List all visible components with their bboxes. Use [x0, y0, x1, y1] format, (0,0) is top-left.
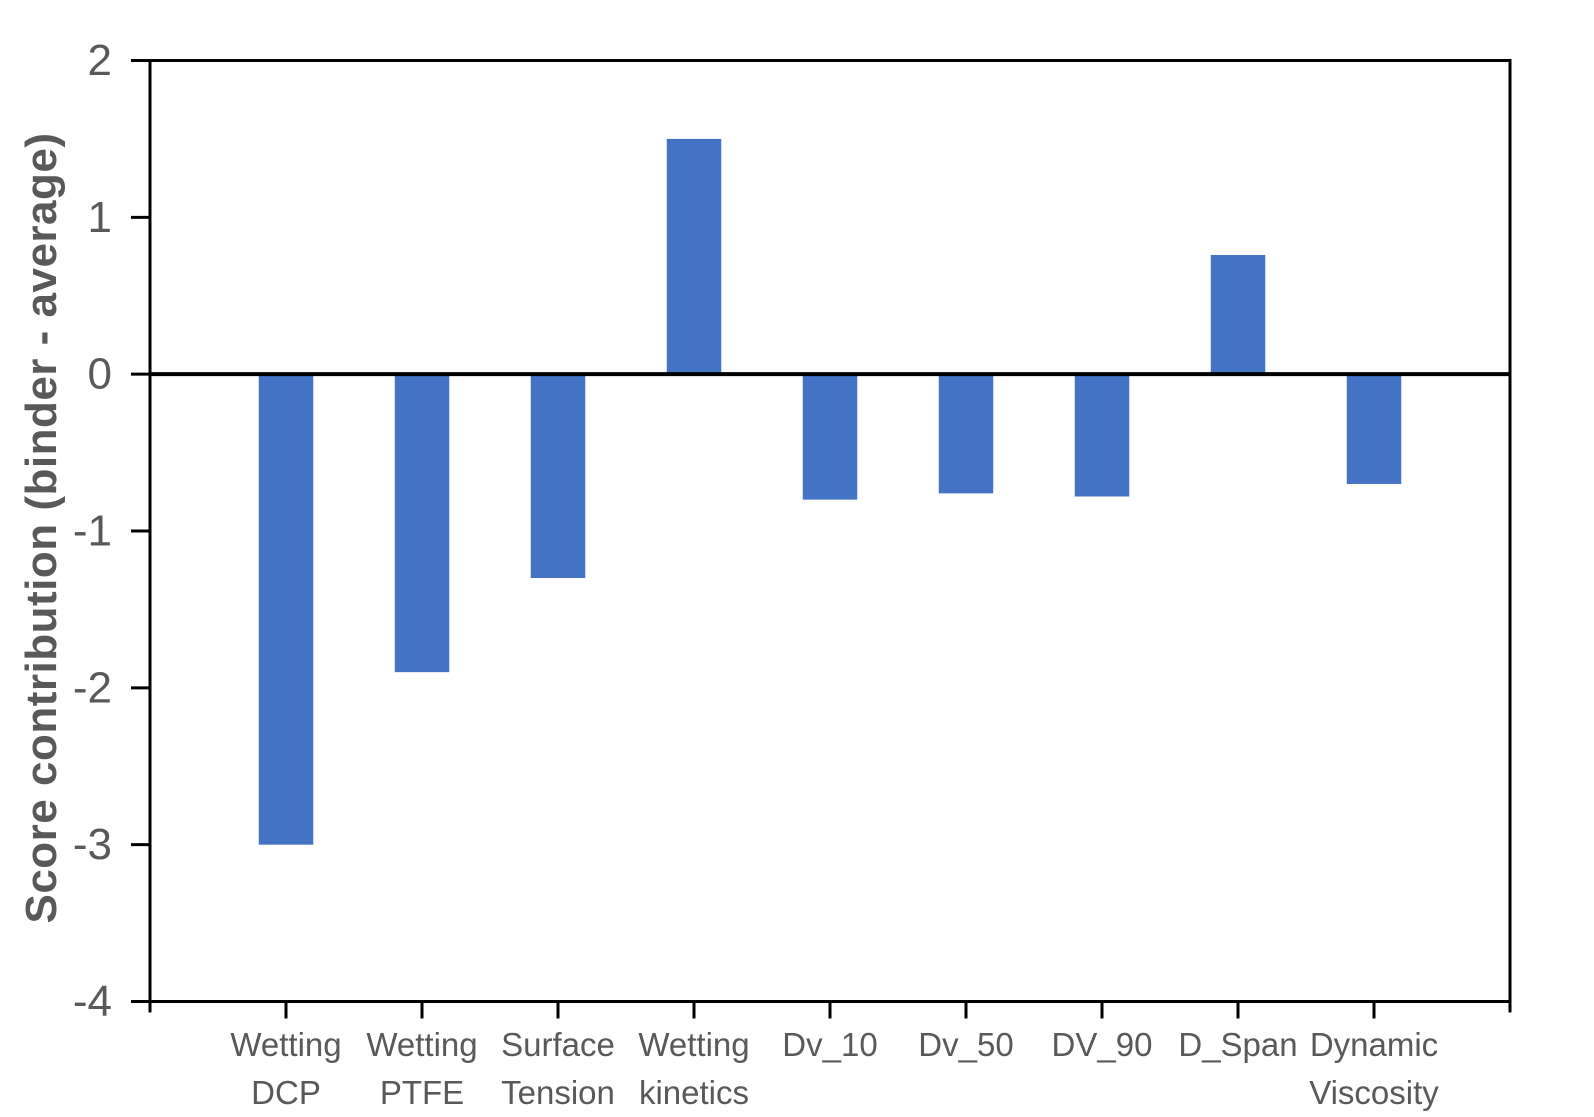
x-category-label-d-span: D_Span	[1178, 1026, 1297, 1063]
y-tick-label: -1	[73, 507, 112, 556]
bar-dv-10	[802, 374, 858, 500]
y-tick-label: 2	[88, 36, 112, 85]
x-category-label-wetting-ptfe: Wetting PTFE	[366, 1026, 477, 1111]
x-category-label-surface-tension: Surface Tension	[501, 1026, 615, 1111]
x-category-label-dv-50: Dv_50	[918, 1026, 1013, 1063]
y-tick-label: 0	[88, 350, 112, 399]
x-category-label-dynamic-viscosity: Dynamic Viscosity	[1309, 1026, 1439, 1111]
plot-frame	[148, 59, 1512, 1003]
y-tick-label: -3	[73, 820, 112, 869]
x-category-label-wetting-kinetics: Wetting kinetics	[638, 1026, 749, 1111]
y-axis-title: Score contribution (binder - average)	[17, 132, 66, 924]
y-tick-label: -2	[73, 663, 112, 712]
y-tick-label: -4	[73, 977, 112, 1026]
bar-surface-tension	[530, 374, 586, 579]
bar-dv-90	[1074, 374, 1130, 497]
bar-wetting-kinetics	[666, 138, 722, 375]
bar-d-span	[1210, 254, 1266, 375]
x-category-label-dv-10: Dv_10	[782, 1026, 877, 1063]
x-category-label-wetting-dcp: Wetting DCP	[230, 1026, 341, 1111]
bar-wetting-dcp	[258, 374, 314, 845]
x-category-label-dv-90: DV_90	[1052, 1026, 1153, 1063]
bar-dv-50	[938, 374, 994, 494]
bar-wetting-ptfe	[394, 374, 450, 673]
bar-dynamic-viscosity	[1346, 374, 1402, 484]
y-tick-label: 1	[88, 193, 112, 242]
